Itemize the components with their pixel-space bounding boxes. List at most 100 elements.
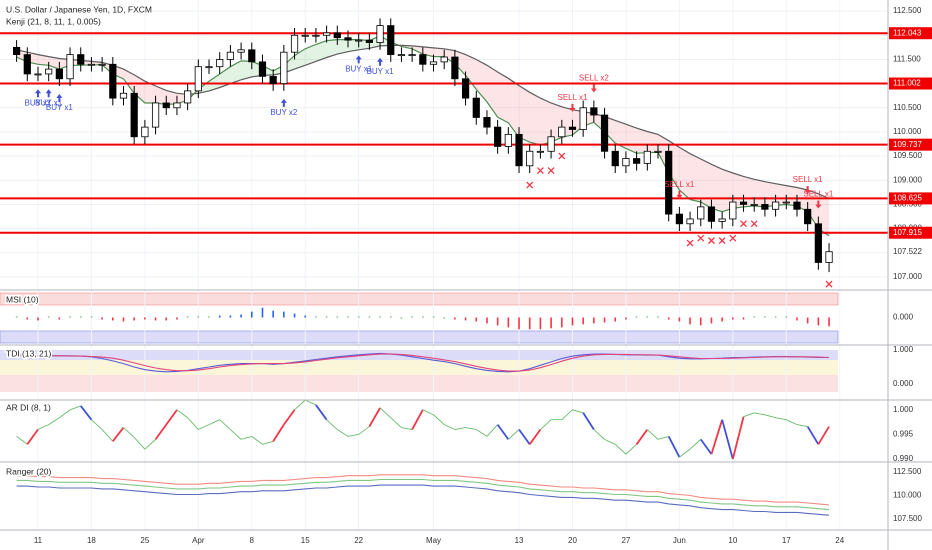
series-segment [647,429,659,440]
x-tick-label: 10 [728,536,737,545]
series-segment [390,417,402,428]
kenji-fill [337,39,348,55]
kenji-fill [722,169,733,212]
series-segment [721,419,734,460]
series-segment [817,426,830,445]
series-segment [667,435,681,458]
series-segment [657,435,669,440]
candle-body [622,158,630,167]
candle-body [504,133,512,147]
sell-arrow [676,190,683,199]
tdi-low-band [0,375,838,392]
kenji-fill [529,92,541,145]
kenji-fill [412,45,423,55]
bar [507,317,510,328]
series-segment [710,419,723,455]
sell-label: SELL x1 [664,180,694,189]
tdi-mid-band [0,360,838,375]
sell-label: SELL x2 [579,74,609,83]
kenji-fill [775,183,787,206]
candle-body [397,54,406,57]
bar [325,316,328,318]
bar [443,317,445,319]
sell-arrow [590,84,597,93]
candle-body [66,54,74,80]
level-tag-label: 111.002 [893,79,921,88]
candle-body [526,150,534,167]
kenji-fill [144,81,156,103]
series-segment [582,412,595,431]
candle-body [355,39,363,42]
bar [828,317,830,327]
candle-body [258,61,267,77]
y-tick-label: 109.000 [893,175,922,184]
series-segment [411,409,424,430]
bar [283,311,285,318]
cross-marker [740,220,747,228]
candle-body [558,126,566,138]
sell-label: SELL x1 [803,190,833,199]
bar [69,316,71,318]
series-segment [508,429,520,440]
level-tag-label: 109.737 [893,140,922,149]
cross-marker [707,237,715,245]
candle-body [729,201,737,220]
series-segment [496,424,510,440]
kenji-fill [134,74,145,103]
series-segment [731,416,745,460]
y-tick-label: 0.000 [893,379,914,388]
bar [293,313,296,318]
x-tick-label: May [426,536,441,545]
candle-body [34,73,42,76]
series-segment [16,436,28,445]
y-tick-label: 112.500 [893,6,922,15]
series-line [16,353,830,372]
kenji-fill [540,98,552,145]
candle-body [429,61,438,65]
kenji-fill [37,54,49,66]
level-tag [889,77,932,90]
series-segment [91,419,103,430]
tdi-high-band [0,350,838,360]
bar [774,316,777,318]
bar [753,316,756,318]
kenji-fill [786,185,797,206]
buy-arrow [45,89,52,98]
series-segment [165,409,178,426]
bar [764,316,766,318]
bar [742,317,745,320]
series-segment [251,436,263,445]
buy-arrow [280,98,287,107]
bar [261,307,264,318]
bar [304,315,307,318]
cross-marker [697,234,705,242]
series-segment [198,424,210,430]
panel-title: TDI (13, 21) [6,348,52,358]
kenji-fill [123,69,135,94]
candle-body [109,63,117,99]
series-segment [540,419,552,430]
candle-body [301,34,309,37]
bar [411,316,413,318]
candle-body [825,251,833,263]
series-segment [144,439,156,450]
candle-body [536,150,545,153]
panel-title: MSI (10) [6,294,39,304]
candle-body [579,107,587,130]
series-segment [689,439,702,450]
candle-body [376,25,384,43]
series-segment [272,424,285,442]
bar [614,317,617,322]
y-tick-label: 110.000 [893,491,922,500]
series-segment [604,438,616,445]
cross-marker [526,181,534,189]
candle-body [419,54,427,65]
series-line [16,478,830,511]
candle-body [248,49,256,63]
candle-body [408,54,416,57]
bar [486,317,488,324]
candle-body [162,102,170,109]
candle-body [98,63,106,66]
candle-body [633,158,641,164]
kenji-fill [433,47,445,57]
